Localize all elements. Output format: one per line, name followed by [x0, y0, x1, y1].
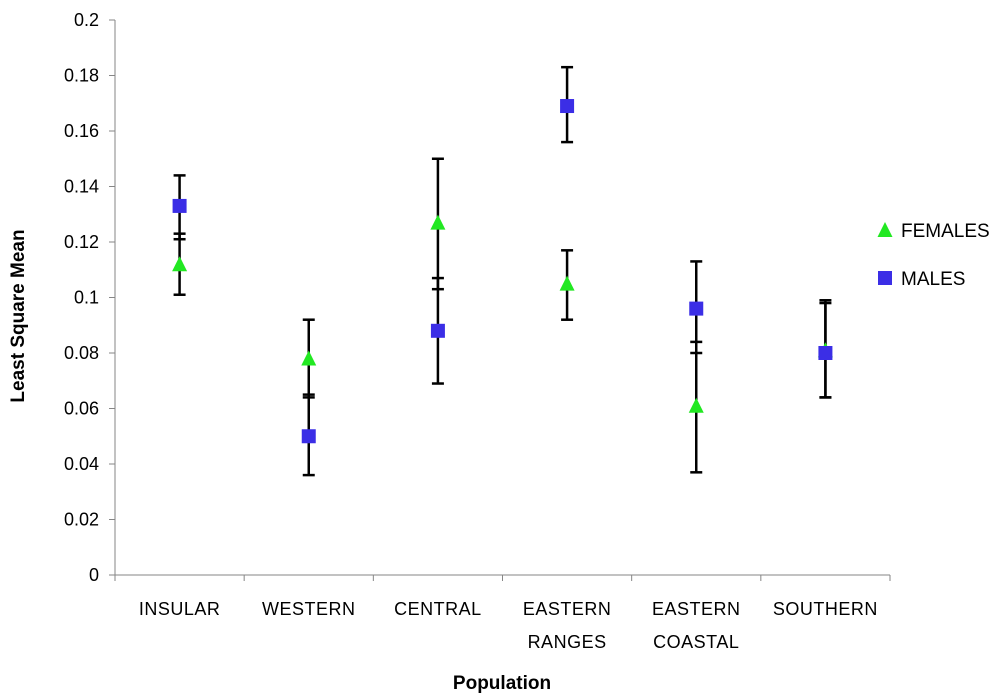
- males-point: [689, 301, 704, 316]
- data-markers: [172, 99, 833, 444]
- females-point: [301, 350, 317, 366]
- legend-females-label: FEMALES: [901, 221, 990, 242]
- y-tick-label: 0.04: [64, 454, 99, 474]
- x-category-labels: INSULAR WESTERN CENTRAL EASTERN RANGES EASTER…: [139, 599, 878, 652]
- y-tick-label: 0.1: [74, 288, 99, 308]
- x-category-label: WESTERN: [262, 599, 356, 619]
- x-category-label: COASTAL: [653, 632, 739, 652]
- males-point: [172, 198, 187, 213]
- x-category-label: EASTERN: [652, 599, 741, 619]
- x-category-label: CENTRAL: [394, 599, 482, 619]
- legend: FEMALES MALES: [877, 221, 990, 290]
- x-category-label: SOUTHERN: [773, 599, 878, 619]
- x-axis-title: Population: [453, 673, 551, 694]
- y-tick-label: 0: [89, 565, 99, 585]
- females-point: [430, 214, 446, 230]
- x-category-label: INSULAR: [139, 599, 221, 619]
- males-point: [818, 346, 833, 360]
- legend-males-label: MALES: [901, 269, 965, 290]
- y-axis-title: Least Square Mean: [8, 229, 29, 402]
- y-tick-label: 0.14: [64, 177, 99, 197]
- males-point: [560, 99, 575, 114]
- y-tick-label: 0.08: [64, 343, 99, 363]
- y-tick-label: 0.06: [64, 399, 99, 419]
- x-category-label: EASTERN: [523, 599, 612, 619]
- y-tick-label: 0.16: [64, 121, 99, 141]
- legend-females-marker: [877, 222, 893, 237]
- legend-males-marker: [878, 271, 892, 285]
- y-tick-label: 0.12: [64, 232, 99, 252]
- y-tick-label: 0.02: [64, 510, 99, 530]
- y-tick-labels: 0 0.02 0.04 0.06 0.08 0.1 0.12 0.14 0.16 0.18 0.2: [64, 10, 99, 585]
- females-point: [688, 397, 704, 413]
- axes: [109, 19, 891, 581]
- males-point: [430, 323, 445, 338]
- y-tick-label: 0.2: [74, 10, 99, 30]
- y-tick-label: 0.18: [64, 66, 99, 86]
- x-category-label: RANGES: [528, 632, 607, 652]
- females-point: [559, 275, 575, 291]
- males-point: [301, 429, 316, 444]
- error-bars: [173, 65, 832, 477]
- females-point: [172, 256, 188, 272]
